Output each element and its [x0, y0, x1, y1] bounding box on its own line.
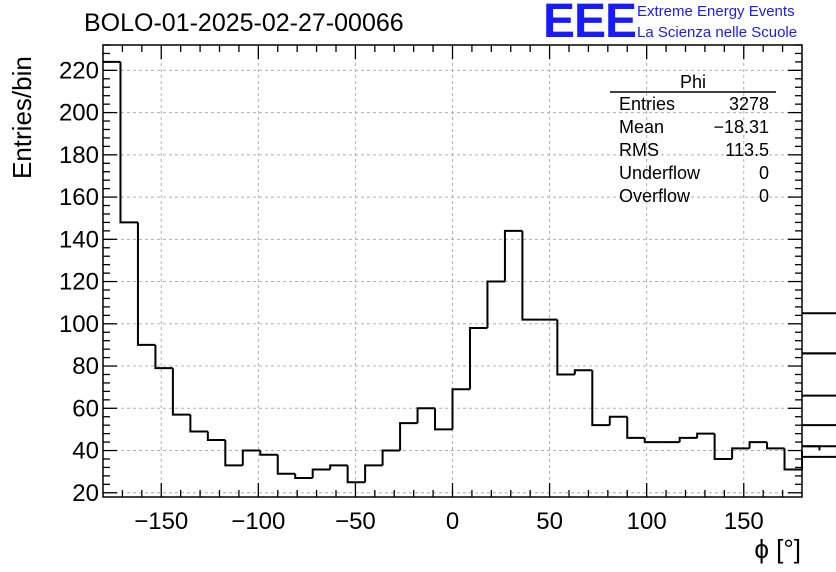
histogram-bin	[468, 327, 488, 390]
histogram-bin	[573, 369, 593, 375]
histogram-bin	[802, 394, 836, 397]
y-tick-label: 180	[59, 142, 99, 169]
stats-row-value: 0	[759, 186, 769, 206]
histogram-bin	[189, 414, 208, 433]
grid-lines	[103, 45, 802, 497]
histogram-bin	[486, 280, 505, 329]
y-tick-label: 80	[72, 353, 99, 380]
histogram-bin	[171, 368, 191, 416]
stats-row-value: 0	[759, 163, 769, 183]
histogram-bin	[678, 436, 698, 443]
histogram-bin	[748, 441, 768, 449]
histogram-bin	[346, 465, 366, 484]
histogram-bin	[259, 450, 278, 456]
histogram-bin	[626, 416, 645, 439]
histogram-bin	[434, 408, 453, 431]
histogram-bin	[276, 454, 296, 475]
histogram-bin	[136, 222, 156, 346]
histogram-bin	[224, 439, 243, 467]
histogram-bin	[416, 407, 436, 424]
histogram-bin	[608, 415, 628, 426]
histogram-bin	[802, 312, 836, 315]
histogram-bin	[802, 445, 836, 448]
histogram-bin	[399, 422, 418, 451]
histogram-bin	[329, 464, 348, 470]
x-tick-label: 100	[627, 508, 667, 535]
y-tick-label: 60	[72, 395, 99, 422]
stats-row-value: −18.31	[713, 117, 769, 137]
tick-labels: −150 −100 −50 0 50 100 150 20 40 60 80 100 120 140 160…	[59, 57, 764, 535]
y-tick-label: 200	[59, 100, 99, 127]
histogram-bin	[556, 319, 575, 376]
histogram-bin	[713, 433, 733, 460]
histogram-bin	[802, 352, 836, 355]
y-tick-label: 160	[59, 184, 99, 211]
y-axis-label: Entries/bin	[7, 56, 37, 179]
histogram-bin	[696, 432, 715, 438]
stats-box-title: Phi	[680, 72, 706, 92]
stats-row-label: Mean	[619, 117, 664, 137]
histogram-bin	[311, 468, 331, 478]
y-tick-label: 140	[59, 226, 99, 253]
histogram-bin	[591, 370, 610, 427]
y-tick-label: 40	[72, 438, 99, 465]
histogram-bin	[206, 431, 226, 441]
y-tick-label: 100	[59, 311, 99, 338]
eee-logo: EEE	[543, 0, 637, 48]
histogram-bin	[802, 446, 836, 458]
histogram-bin	[766, 442, 785, 450]
logo-line-1: Extreme Energy Events	[637, 3, 795, 20]
x-tick-label: −100	[231, 508, 285, 535]
histogram-bin	[503, 229, 523, 282]
stats-row-label: Underflow	[619, 163, 701, 183]
x-tick-label: −50	[335, 508, 376, 535]
histogram-bin	[154, 344, 173, 370]
stats-row-label: Entries	[619, 94, 675, 114]
histogram-bin	[802, 424, 836, 427]
x-tick-label: 0	[446, 508, 459, 535]
stats-box-rows: Entries 3278 Mean −18.31 RMS 113.5 Underflow 0 O…	[619, 94, 769, 206]
x-tick-label: 50	[536, 508, 563, 535]
stats-row-value: 3278	[729, 94, 769, 114]
histogram-bin	[451, 388, 470, 430]
chart-title: BOLO-01-2025-02-27-00066	[84, 9, 404, 37]
histogram-bin	[731, 447, 750, 459]
histogram-bin	[119, 61, 138, 224]
plot-frame	[102, 44, 803, 498]
stats-row-value: 113.5	[725, 140, 769, 160]
histogram-bin	[643, 437, 663, 444]
stats-row-label: Overflow	[619, 186, 691, 206]
logo-line-2: La Scienza nelle Scuole	[637, 24, 798, 41]
histogram-bins	[103, 60, 836, 484]
y-tick-label: 20	[72, 480, 99, 507]
stats-box: Phi Entries 3278 Mean −18.31 RMS 113.5 Underfl…	[610, 72, 776, 206]
x-tick-label: 150	[724, 508, 764, 535]
histogram-bin	[381, 449, 401, 466]
y-tick-label: 220	[59, 57, 99, 84]
histogram-bin	[241, 449, 261, 466]
histogram-bin	[783, 448, 802, 471]
x-axis-label: ϕ [°]	[754, 534, 801, 564]
histogram-bin	[521, 230, 540, 321]
stats-row-label: RMS	[619, 140, 659, 160]
y-tick-label: 120	[59, 269, 99, 296]
histogram-bin	[364, 464, 383, 483]
histogram-bin	[294, 473, 313, 479]
x-tick-label: −150	[134, 508, 188, 535]
axis-ticks	[103, 44, 802, 497]
